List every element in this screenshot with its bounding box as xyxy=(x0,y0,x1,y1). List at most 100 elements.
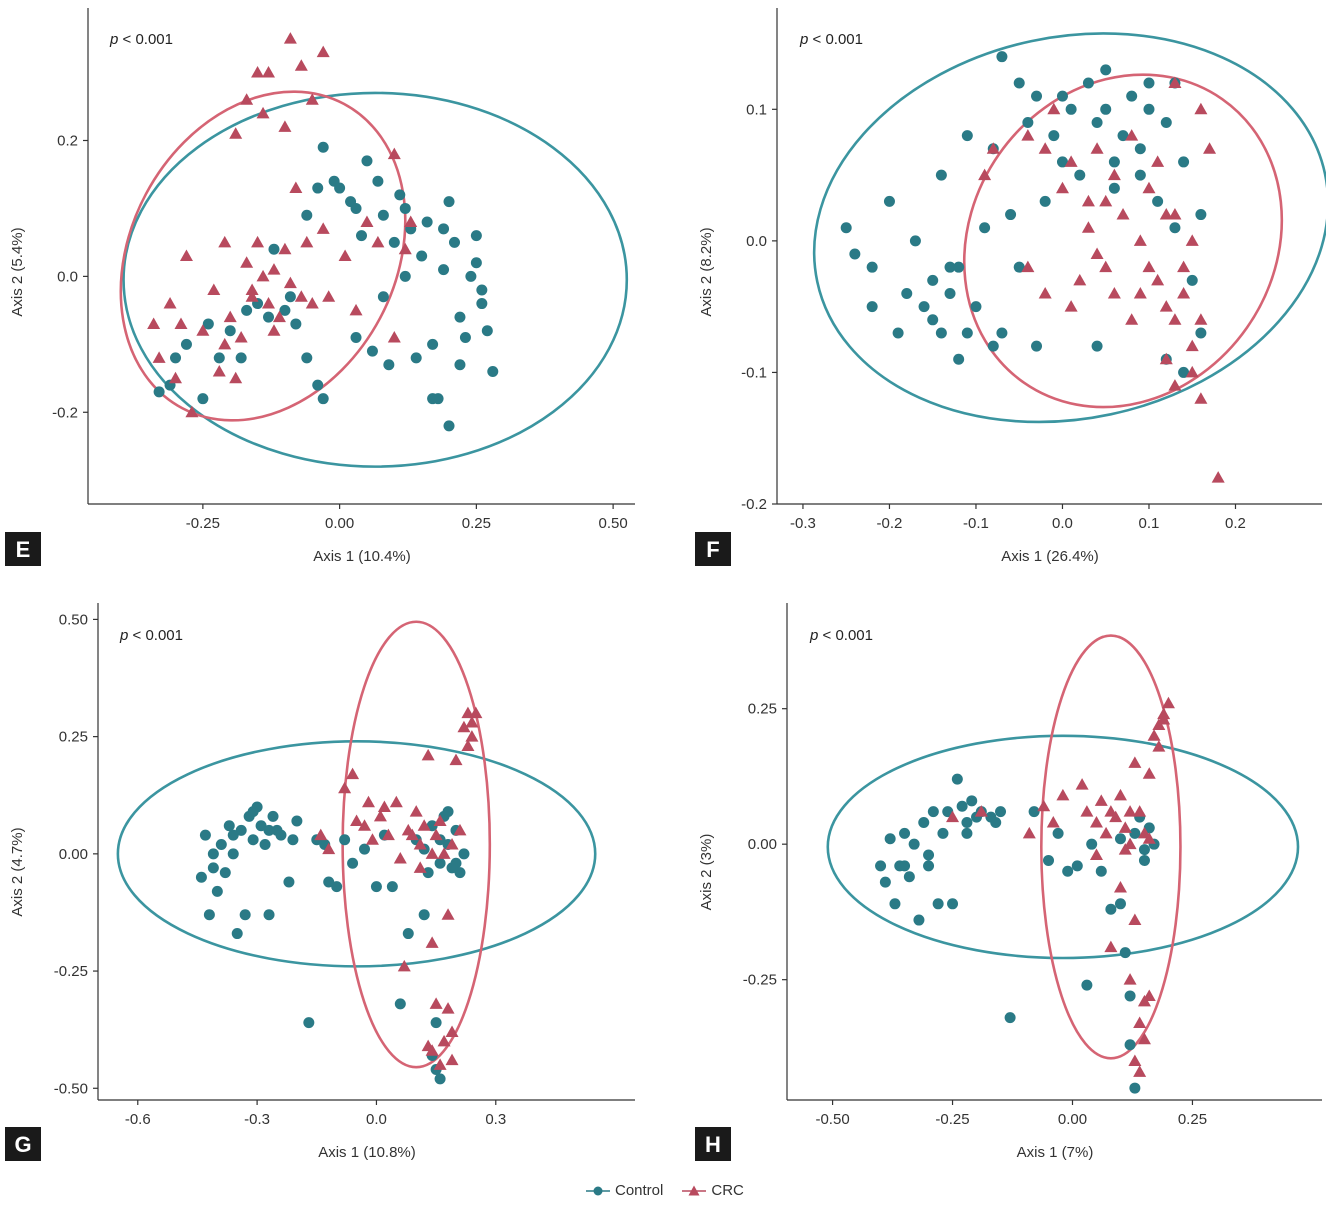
panel-f-y-tick-label: -0.1 xyxy=(741,364,767,381)
panel-f-control-point xyxy=(866,261,878,273)
panel-h-control-point xyxy=(1095,865,1107,877)
panel-f-crc-point xyxy=(1185,365,1199,378)
panel-f-control-point xyxy=(1100,64,1112,76)
panel-f-crc-point xyxy=(1038,142,1052,154)
panel-h-control-point xyxy=(923,860,935,872)
panel-g-crc-point xyxy=(413,837,427,850)
panel-e-control-point xyxy=(301,352,313,364)
panel-h-control-point xyxy=(1052,827,1064,839)
panel-h-control-point xyxy=(961,827,973,839)
panel-g-crc-point xyxy=(381,828,395,841)
panel-g-crc-point xyxy=(346,767,360,780)
panel-f: -0.3 -0.2 -0.1 0.0 0.1 0.2 -0.2 -0.1 0.0 0.1 p < … xyxy=(695,8,1326,566)
panel-e-control-point xyxy=(377,291,389,303)
panel-f-crc-point xyxy=(1177,286,1191,299)
panel-f-control-point xyxy=(1082,77,1094,89)
panel-e-letter: E xyxy=(16,537,31,562)
panel-h-control-point xyxy=(879,876,891,888)
panel-g-control-point xyxy=(402,928,414,940)
panel-f-crc-point xyxy=(1099,260,1113,273)
panel-e-crc-point xyxy=(256,106,270,119)
panel-g-crc-point xyxy=(389,795,403,808)
panel-f-control-point xyxy=(1013,77,1025,89)
panel-g-y-tick-label: -0.50 xyxy=(54,1080,88,1097)
panel-e-control-point xyxy=(317,141,329,153)
panel-g-crc-point xyxy=(425,847,439,859)
panel-f-control-point xyxy=(1091,340,1103,352)
panel-e: -0.25 0.00 0.25 0.50 -0.2 0.0 0.2 p < 0.001 Ax… xyxy=(5,8,635,566)
panel-f-control-point xyxy=(1134,169,1146,181)
panel-g-control-point xyxy=(263,909,275,921)
panel-g-control-ellipse xyxy=(116,740,597,968)
panel-e-crc-point xyxy=(349,303,363,316)
panel-h-crc-ellipse xyxy=(1040,634,1182,1060)
panel-g-crc-point xyxy=(314,828,328,841)
panel-f-control-point xyxy=(1108,156,1120,168)
panel-h-crc-point xyxy=(1147,729,1161,741)
panel-g-control-point xyxy=(370,881,382,893)
panel-h-control-point xyxy=(947,898,959,910)
panel-f-control-point xyxy=(909,235,921,247)
panel-h-crc-point xyxy=(1056,788,1070,801)
panel-e-control-point xyxy=(481,325,493,337)
panel-e-control-point xyxy=(427,338,439,350)
panel-h-crc-point xyxy=(1113,788,1127,801)
panel-f-y-axis-label: Axis 2 (8.2%) xyxy=(698,227,715,316)
panel-g-control-point xyxy=(235,824,247,836)
panel-g-p-value: p < 0.001 xyxy=(119,627,183,644)
panel-h-control-point xyxy=(1124,990,1136,1002)
panel-e-control-point xyxy=(334,182,346,194)
panel-f-crc-point xyxy=(1133,286,1147,299)
panel-g-crc-point xyxy=(457,720,471,733)
panel-f-y-tick-label: 0.0 xyxy=(746,233,767,250)
panel-e-control-point xyxy=(170,352,182,364)
panel-g-control-point xyxy=(291,815,303,827)
panel-e-control-point xyxy=(372,175,384,187)
panel-e-control-point xyxy=(241,304,253,316)
panel-f-control-point xyxy=(953,261,965,273)
panel-h-crc-point xyxy=(1128,913,1142,926)
panel-h-crc-point xyxy=(1128,1054,1142,1066)
panel-f-control-point xyxy=(987,340,999,352)
panel-e-control-point xyxy=(454,359,466,371)
panel-h-crc-point xyxy=(1022,826,1036,839)
panel-e-crc-point xyxy=(387,147,401,160)
panel-e-crc-point xyxy=(283,32,297,44)
panel-h-crc-point xyxy=(1133,805,1147,817)
panel-f-control-point xyxy=(1126,90,1138,102)
panel-f-control-point xyxy=(1100,103,1112,115)
panel-h-crc-point xyxy=(1142,989,1156,1001)
panel-f-control-point xyxy=(1169,222,1181,234)
panel-g-crc-point xyxy=(425,936,439,948)
panel-f-crc-point xyxy=(1168,379,1182,391)
panel-g-crc-point xyxy=(413,861,427,873)
panel-e-control-point xyxy=(312,182,324,194)
panel-e-control-point xyxy=(454,311,466,323)
panel-h-control-point xyxy=(1043,854,1055,866)
panel-g-crc-point xyxy=(465,716,479,728)
panel-f-crc-point xyxy=(1125,129,1139,141)
panel-e-x-tick-label: 0.25 xyxy=(462,515,491,532)
panel-e-control-point xyxy=(213,352,225,364)
panel-g-crc-point xyxy=(441,1002,455,1014)
panel-g-control-point xyxy=(207,848,219,860)
panel-g-control-point xyxy=(430,1017,442,1029)
panel-f-control-point xyxy=(961,327,973,339)
panel-f-crc-point xyxy=(1081,221,1095,233)
panel-h-control-point xyxy=(1004,1012,1016,1024)
panel-f-y-tick-label: -0.2 xyxy=(741,496,767,513)
panel-e-control-point xyxy=(459,332,471,344)
panel-e-control-point xyxy=(180,338,192,350)
panel-f-letter: F xyxy=(706,537,719,562)
panel-f-control-point xyxy=(1108,182,1120,194)
panel-g-control-point xyxy=(199,829,211,841)
legend-control-marker xyxy=(586,1186,610,1195)
panel-f-control-point xyxy=(996,327,1008,339)
panel-h-control-point xyxy=(899,827,911,839)
panel-g-crc-point xyxy=(417,819,431,831)
panel-e-crc-point xyxy=(245,283,259,295)
panel-e-crc-point xyxy=(147,317,161,329)
panel-e-x-tick-label: -0.25 xyxy=(186,515,220,532)
panel-h-crc-point xyxy=(1075,778,1089,790)
